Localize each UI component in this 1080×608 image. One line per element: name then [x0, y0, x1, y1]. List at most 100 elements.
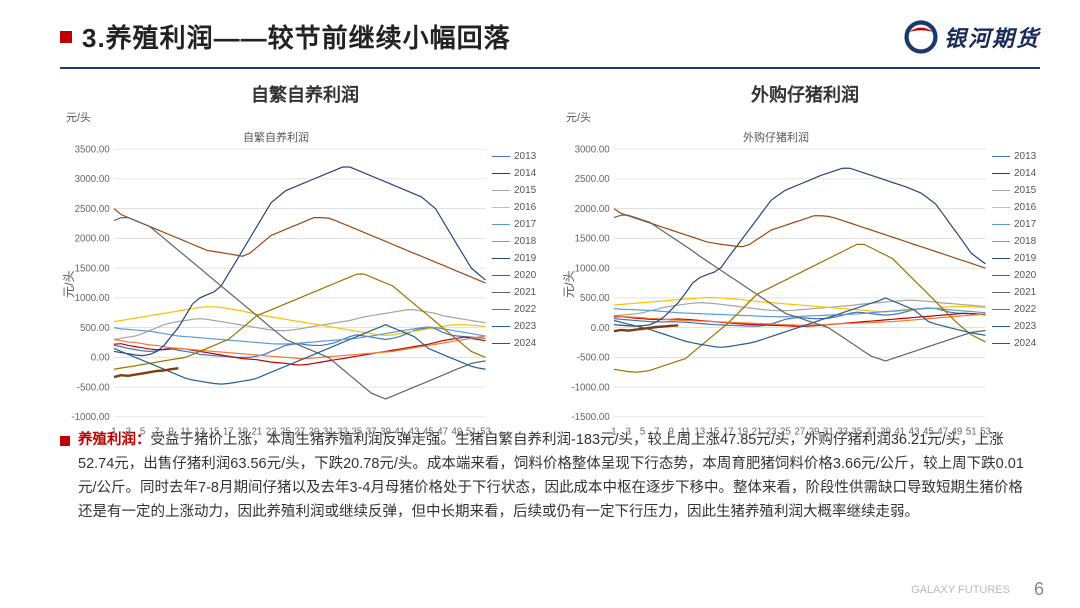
svg-text:29: 29 [309, 426, 320, 437]
svg-text:21: 21 [751, 426, 762, 437]
svg-text:1: 1 [611, 426, 616, 437]
svg-text:49: 49 [952, 426, 963, 437]
body-paragraph: 养殖利润：受益于猪价上涨，本周生猪养殖利润反弹走强。生猪自繁自养利润-183元/… [78, 429, 1026, 525]
legend-item: 2014 [992, 168, 1050, 179]
svg-text:31: 31 [823, 426, 834, 437]
svg-text:51: 51 [966, 426, 977, 437]
svg-text:5: 5 [140, 426, 146, 437]
legend-item: 2017 [492, 219, 550, 230]
legend-item: 2024 [492, 338, 550, 349]
title-marker [60, 31, 72, 43]
legend-item: 2023 [492, 321, 550, 332]
svg-text:25: 25 [280, 426, 291, 437]
svg-text:-1500.00: -1500.00 [571, 412, 610, 423]
legend-item: 2022 [992, 304, 1050, 315]
svg-text:17: 17 [723, 426, 734, 437]
legend-item: 2020 [492, 270, 550, 281]
svg-text:43: 43 [409, 426, 420, 437]
legend-item: 2024 [992, 338, 1050, 349]
svg-text:37: 37 [866, 426, 877, 437]
svg-text:53: 53 [480, 426, 491, 437]
svg-text:11: 11 [680, 426, 690, 437]
svg-text:1000.00: 1000.00 [575, 263, 611, 274]
svg-text:-500.00: -500.00 [577, 353, 610, 364]
legend-item: 2016 [992, 202, 1050, 213]
legend-item: 2019 [492, 253, 550, 264]
svg-text:27: 27 [794, 426, 805, 437]
svg-text:15: 15 [209, 426, 220, 437]
legend-item: 2018 [492, 236, 550, 247]
svg-text:500.00: 500.00 [80, 323, 110, 334]
title-wrap: 3.养殖利润——较节前继续小幅回落 [60, 18, 511, 55]
svg-text:2500.00: 2500.00 [575, 174, 611, 185]
svg-text:23: 23 [266, 426, 277, 437]
svg-text:2500.00: 2500.00 [75, 204, 111, 215]
svg-text:45: 45 [423, 426, 434, 437]
svg-text:500.00: 500.00 [580, 293, 610, 304]
svg-text:-500.00: -500.00 [77, 382, 110, 393]
legend-item: 2015 [992, 185, 1050, 196]
svg-text:1500.00: 1500.00 [75, 263, 111, 274]
svg-text:1: 1 [111, 426, 116, 437]
svg-text:5: 5 [640, 426, 646, 437]
header: 3.养殖利润——较节前继续小幅回落 银河期货 [0, 0, 1080, 61]
legend-item: 2021 [492, 287, 550, 298]
svg-text:11: 11 [180, 426, 190, 437]
chart-right-unit: 元/头 [566, 109, 1050, 125]
chart-right-legend: 2013201420152016201720182019202020212022… [992, 125, 1050, 443]
svg-text:3500.00: 3500.00 [75, 144, 111, 155]
svg-text:7: 7 [654, 426, 659, 437]
svg-text:19: 19 [237, 426, 248, 437]
svg-text:1500.00: 1500.00 [575, 234, 611, 245]
legend-item: 2019 [992, 253, 1050, 264]
svg-text:15: 15 [709, 426, 720, 437]
footer-brand: GALAXY FUTURES [911, 584, 1010, 596]
legend-item: 2013 [992, 151, 1050, 162]
svg-text:41: 41 [394, 426, 405, 437]
svg-text:7: 7 [154, 426, 159, 437]
logo: 银河期货 [904, 20, 1040, 54]
svg-text:27: 27 [294, 426, 305, 437]
svg-text:43: 43 [909, 426, 920, 437]
svg-text:39: 39 [380, 426, 391, 437]
legend-item: 2020 [992, 270, 1050, 281]
chart-right-subtitle: 外购仔猪利润 [560, 129, 992, 145]
svg-text:35: 35 [352, 426, 363, 437]
svg-text:31: 31 [323, 426, 334, 437]
chart-left-block: 自繁自养利润 元/头 自繁自养利润 -1000.00-500.000.00500… [60, 81, 550, 417]
svg-text:9: 9 [168, 426, 173, 437]
svg-text:3: 3 [126, 426, 132, 437]
svg-text:33: 33 [837, 426, 848, 437]
svg-text:19: 19 [737, 426, 748, 437]
legend-item: 2021 [992, 287, 1050, 298]
chart-right-plot: 外购仔猪利润 -1500.00 -1000.00 -500.00 0.00 500.00… [560, 125, 992, 443]
svg-text:23: 23 [766, 426, 777, 437]
svg-text:29: 29 [809, 426, 820, 437]
logo-text: 银河期货 [944, 21, 1040, 53]
svg-text:51: 51 [466, 426, 477, 437]
svg-text:0.00: 0.00 [591, 323, 610, 334]
chart-left-plot: 自繁自养利润 -1000.00-500.000.00500.001000.001… [60, 125, 492, 443]
svg-text:元/头: 元/头 [62, 270, 76, 298]
footer: GALAXY FUTURES 6 [0, 579, 1080, 600]
legend-item: 2014 [492, 168, 550, 179]
chart-right-title: 外购仔猪利润 [560, 81, 1050, 107]
chart-left-legend: 2013201420152016201720182019202020212022… [492, 125, 550, 443]
chart-left-unit: 元/头 [66, 109, 550, 125]
legend-item: 2015 [492, 185, 550, 196]
svg-text:2000.00: 2000.00 [575, 204, 611, 215]
svg-text:17: 17 [223, 426, 234, 437]
svg-text:2000.00: 2000.00 [75, 234, 111, 245]
svg-text:元/头: 元/头 [562, 270, 576, 298]
svg-text:21: 21 [251, 426, 262, 437]
svg-text:47: 47 [437, 426, 448, 437]
svg-text:33: 33 [337, 426, 348, 437]
svg-text:3000.00: 3000.00 [75, 174, 111, 185]
svg-text:53: 53 [980, 426, 991, 437]
page-number: 6 [1034, 579, 1044, 600]
legend-item: 2018 [992, 236, 1050, 247]
svg-text:-1000.00: -1000.00 [571, 382, 610, 393]
svg-text:13: 13 [694, 426, 705, 437]
body-content: 受益于猪价上涨，本周生猪养殖利润反弹走强。生猪自繁自养利润-183元/头，较上周… [78, 432, 1024, 520]
logo-icon [904, 20, 938, 54]
